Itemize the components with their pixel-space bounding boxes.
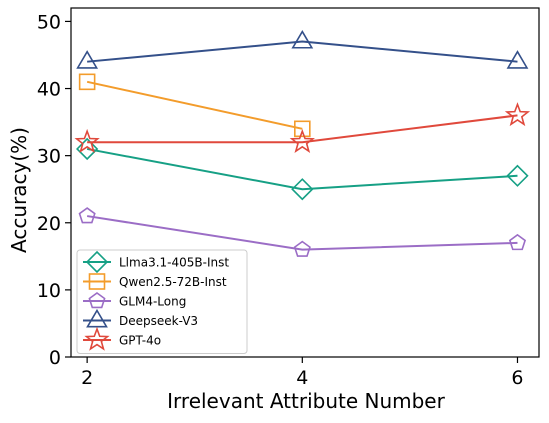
- legend: Llma3.1-405B-Inst Qwen2.5-72B-Inst GLM4-Lo…: [76, 249, 248, 354]
- data-point: [78, 207, 96, 224]
- legend-marker: [88, 273, 106, 290]
- y-axis-label: Accuracy(%): [7, 127, 31, 253]
- data-point: [508, 233, 527, 251]
- y-tick-label: 50: [37, 11, 61, 33]
- legend-box: [76, 249, 248, 354]
- series-qwen2-5-72b-inst: [78, 73, 311, 138]
- plot-frame: [70, 7, 540, 358]
- x-axis-label: Irrelevant Attribute Number: [167, 389, 445, 413]
- series-llma3-1-405b-inst: [76, 137, 529, 201]
- x-tick-label: 6: [511, 367, 523, 389]
- data-point: [506, 164, 529, 187]
- data-point: [291, 178, 314, 201]
- y-tick-label: 40: [37, 79, 61, 101]
- series-line: [87, 114, 518, 144]
- data-point: [293, 240, 311, 257]
- data-point: [294, 120, 311, 138]
- data-point: [291, 29, 314, 49]
- series-line: [86, 215, 518, 251]
- legend-marker: [84, 326, 110, 351]
- legend-marker: [88, 292, 106, 309]
- y-tick-label: 20: [37, 213, 61, 235]
- series-deepseek-v3: [76, 29, 529, 69]
- legend-label: Deepseek-V3: [119, 314, 198, 328]
- series-glm4-long: [78, 207, 527, 257]
- y-tick-label: 0: [49, 347, 61, 369]
- data-point: [76, 137, 99, 161]
- data-point: [78, 73, 96, 91]
- series-gpt-4o: [74, 102, 531, 153]
- y-tick-label: 10: [37, 280, 61, 302]
- series-line: [86, 80, 303, 130]
- legend-label: GPT-4o: [119, 334, 161, 348]
- y-tick-label: 30: [37, 146, 61, 168]
- series-line: [87, 40, 518, 63]
- plot-area: 0 10 20 30 40 50 2 4 6 Llma3.1-405B-Inst Qwen2.5-7…: [37, 7, 540, 389]
- data-point: [289, 128, 315, 153]
- x-tick-label: 2: [81, 367, 93, 389]
- legend-label: Llma3.1-405B-Inst: [119, 256, 229, 270]
- series-line: [86, 147, 518, 191]
- data-point: [506, 50, 529, 69]
- data-point: [504, 102, 531, 127]
- data-point: [74, 128, 100, 153]
- data-point: [76, 50, 99, 69]
- legend-marker: [85, 250, 109, 274]
- legend-label: Qwen2.5-72B-Inst: [119, 275, 227, 289]
- x-tick-label: 4: [296, 367, 308, 389]
- legend-label: GLM4-Long: [119, 295, 186, 309]
